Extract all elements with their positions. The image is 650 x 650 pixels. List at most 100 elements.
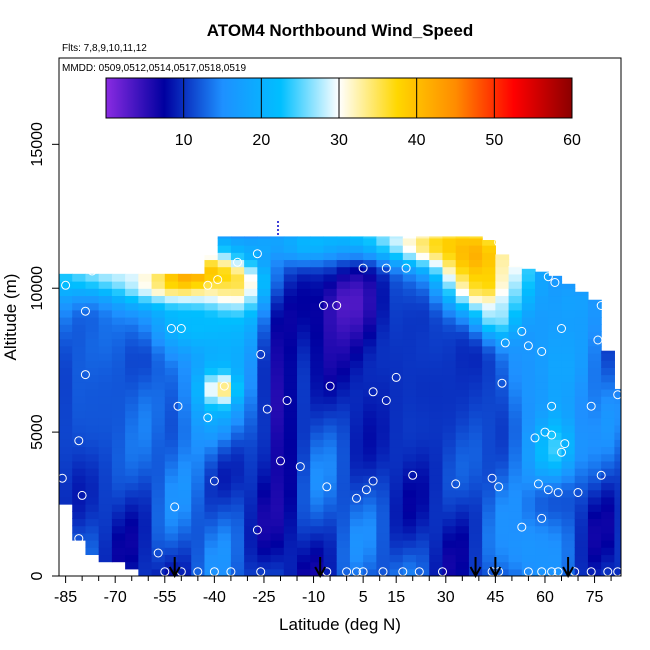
heatmap-cell [257,281,272,289]
heatmap-cell [72,511,87,520]
heatmap-cell [138,309,153,318]
heatmap-cell [217,446,232,455]
heatmap-cell [310,259,325,268]
heatmap-cell [138,360,153,368]
heatmap-cell [455,388,470,397]
heatmap-cell [85,396,100,404]
heatmap-cell [283,504,298,512]
heatmap-cell [416,288,430,297]
heatmap-cell [164,381,179,390]
heatmap-cell [191,309,206,318]
heatmap-cell [482,468,496,476]
observation-point [547,430,557,440]
heatmap-cell [59,295,73,304]
heatmap-cell [376,475,391,484]
heatmap-cell [164,302,179,311]
heatmap-cell [561,424,576,433]
heatmap-cell [601,482,615,491]
heatmap-cell [217,338,232,347]
heatmap-cell [574,453,589,462]
observation-point [381,396,391,405]
heatmap-cell [389,496,404,505]
heatmap-cell [336,561,351,570]
heatmap-cell [310,410,325,419]
heatmap-cell [548,338,563,347]
heatmap-cell [217,259,232,268]
heatmap-cell [297,446,311,455]
heatmap-cell [230,468,245,476]
heatmap-cell [204,504,219,512]
heatmap-cell [297,396,311,404]
heatmap-cell [389,489,404,498]
heatmap-cell [85,273,100,282]
heatmap-cell [429,504,444,512]
heatmap-cell [151,288,166,297]
heatmap-cell [455,252,470,261]
heatmap-cell [125,432,139,440]
heatmap-cell [72,374,87,383]
heatmap-cell [111,496,126,505]
observation-point [77,490,87,500]
heatmap-cell [310,309,325,318]
heatmap-cell [257,317,272,325]
heatmap-cell [164,417,179,426]
heatmap-cell [455,568,470,576]
heatmap-cell [601,350,615,354]
heatmap-cell [191,496,206,505]
heatmap-cell [389,439,404,448]
heatmap-cell [191,288,206,297]
heatmap-cell [587,317,602,325]
heatmap-cell [535,281,549,289]
colorbar-tick-label: 60 [563,132,581,149]
heatmap-cell [521,302,536,311]
heatmap-cell [429,518,444,527]
heatmap-cell [297,381,311,390]
heatmap-cell [204,302,219,311]
heatmap-cell [389,482,404,491]
heatmap-cell [98,367,113,376]
heatmap-cell [495,453,510,462]
heatmap-cell [98,317,113,325]
colorbar-tick-label: 30 [330,132,348,149]
heatmap-cell [587,417,602,426]
heatmap-cell [601,367,615,376]
heatmap-cell [468,432,483,440]
heatmap-cell [349,266,364,275]
heatmap-cell [535,496,549,505]
heatmap-cell [151,309,166,318]
heatmap-cell [138,388,153,397]
heatmap-cell [336,468,351,476]
heatmap-cell [217,324,232,332]
heatmap-cell [376,352,391,361]
heatmap-cell [270,273,285,282]
heatmap-cell [257,288,272,297]
heatmap-cell [283,309,298,318]
heatmap-cell [587,331,602,340]
heatmap-cell [191,525,206,534]
heatmap-cell [482,266,496,275]
heatmap-cell [614,547,621,556]
heatmap-cell [111,547,126,556]
heatmap-cell [257,266,272,275]
heatmap-cell [363,273,377,282]
heatmap-cell [376,460,391,469]
heatmap-cell [257,453,272,462]
heatmap-cell [455,453,470,462]
observation-point [252,249,262,259]
heatmap-cell [111,525,126,534]
heatmap-cell [601,453,615,462]
heatmap-cell [561,453,576,462]
heatmap-cell [548,388,563,397]
heatmap-cell [574,561,589,570]
heatmap-cell [85,547,100,556]
heatmap-cell [601,439,615,448]
heatmap-cell [138,468,153,476]
heatmap-cell [323,324,338,332]
heatmap-cell [468,237,483,246]
heatmap-cell [217,460,232,469]
heatmap-cell [125,381,139,390]
heatmap-cell [111,295,126,304]
heatmap-cell [336,388,351,397]
heatmap-cell [455,496,470,505]
heatmap-cell [72,468,87,476]
